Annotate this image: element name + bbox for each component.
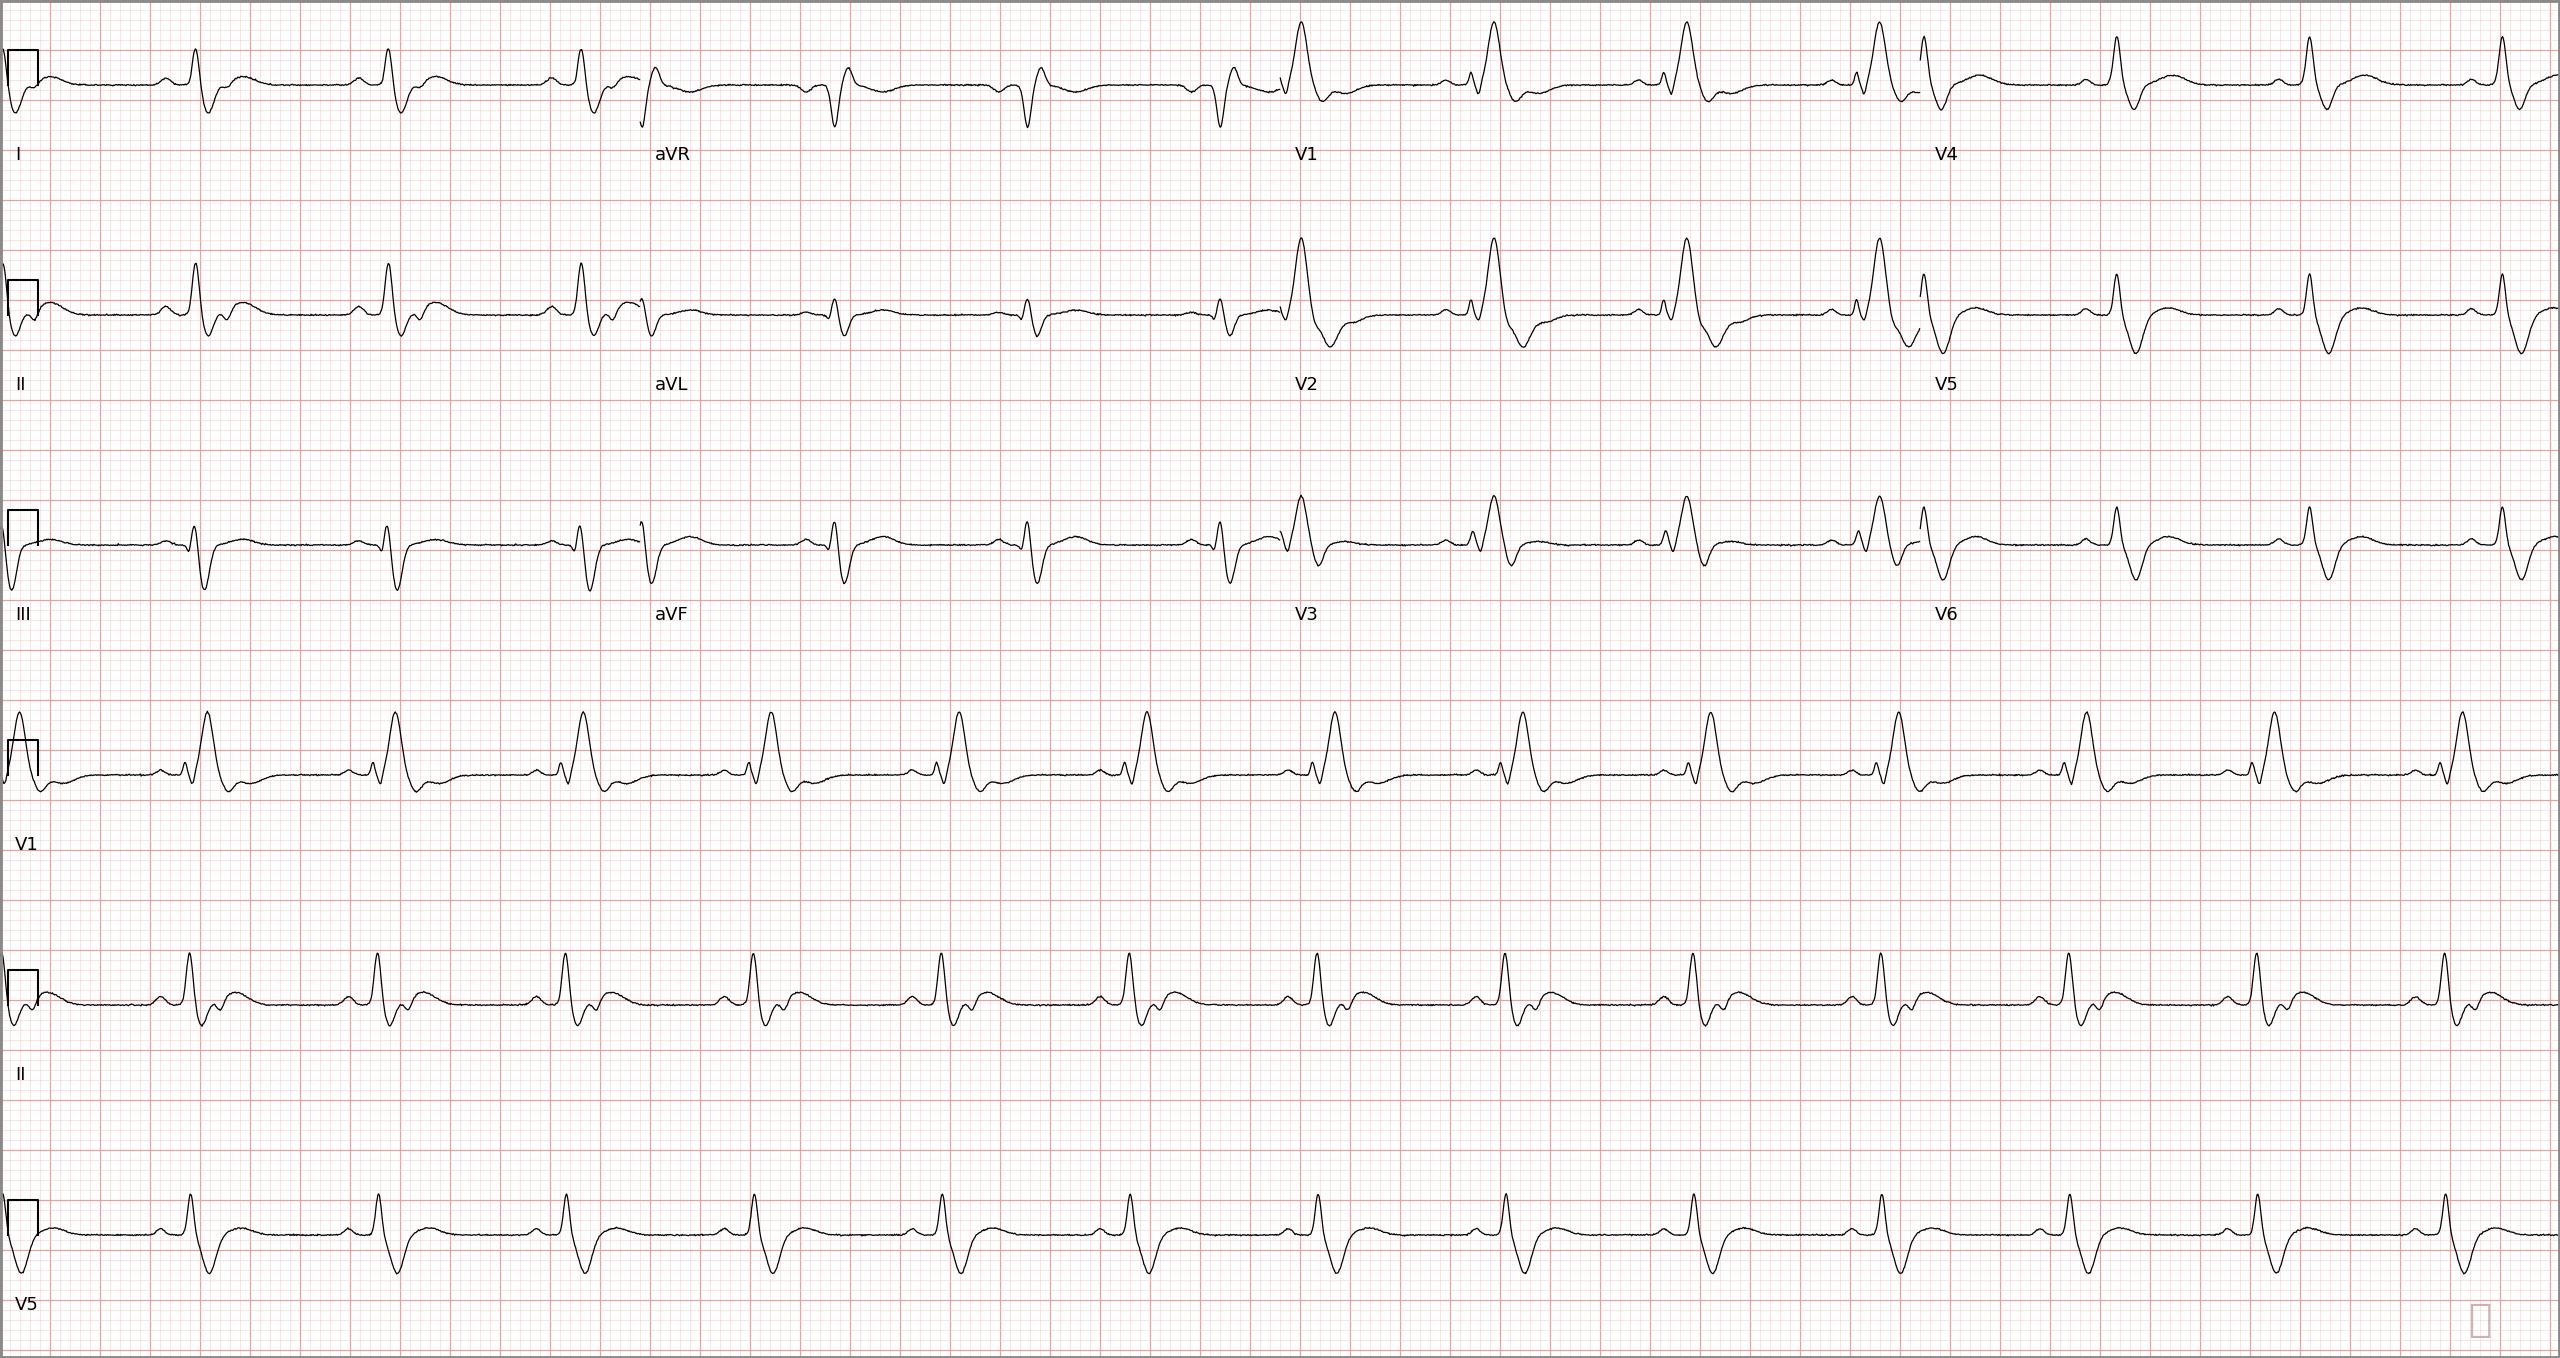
Text: III: III [15,606,31,623]
Text: V5: V5 [1935,376,1958,394]
Text: V3: V3 [1295,606,1318,623]
Text: V2: V2 [1295,376,1318,394]
Text: II: II [15,1066,26,1084]
Text: V4: V4 [1935,147,1958,164]
Text: aVF: aVF [655,606,689,623]
Text: 🐂: 🐂 [2468,1301,2491,1339]
Text: V1: V1 [1295,147,1318,164]
Text: aVR: aVR [655,147,691,164]
Text: aVL: aVL [655,376,689,394]
Text: II: II [15,376,26,394]
Text: V1: V1 [15,837,38,854]
Text: I: I [15,147,20,164]
Text: V6: V6 [1935,606,1958,623]
Text: V5: V5 [15,1296,38,1315]
